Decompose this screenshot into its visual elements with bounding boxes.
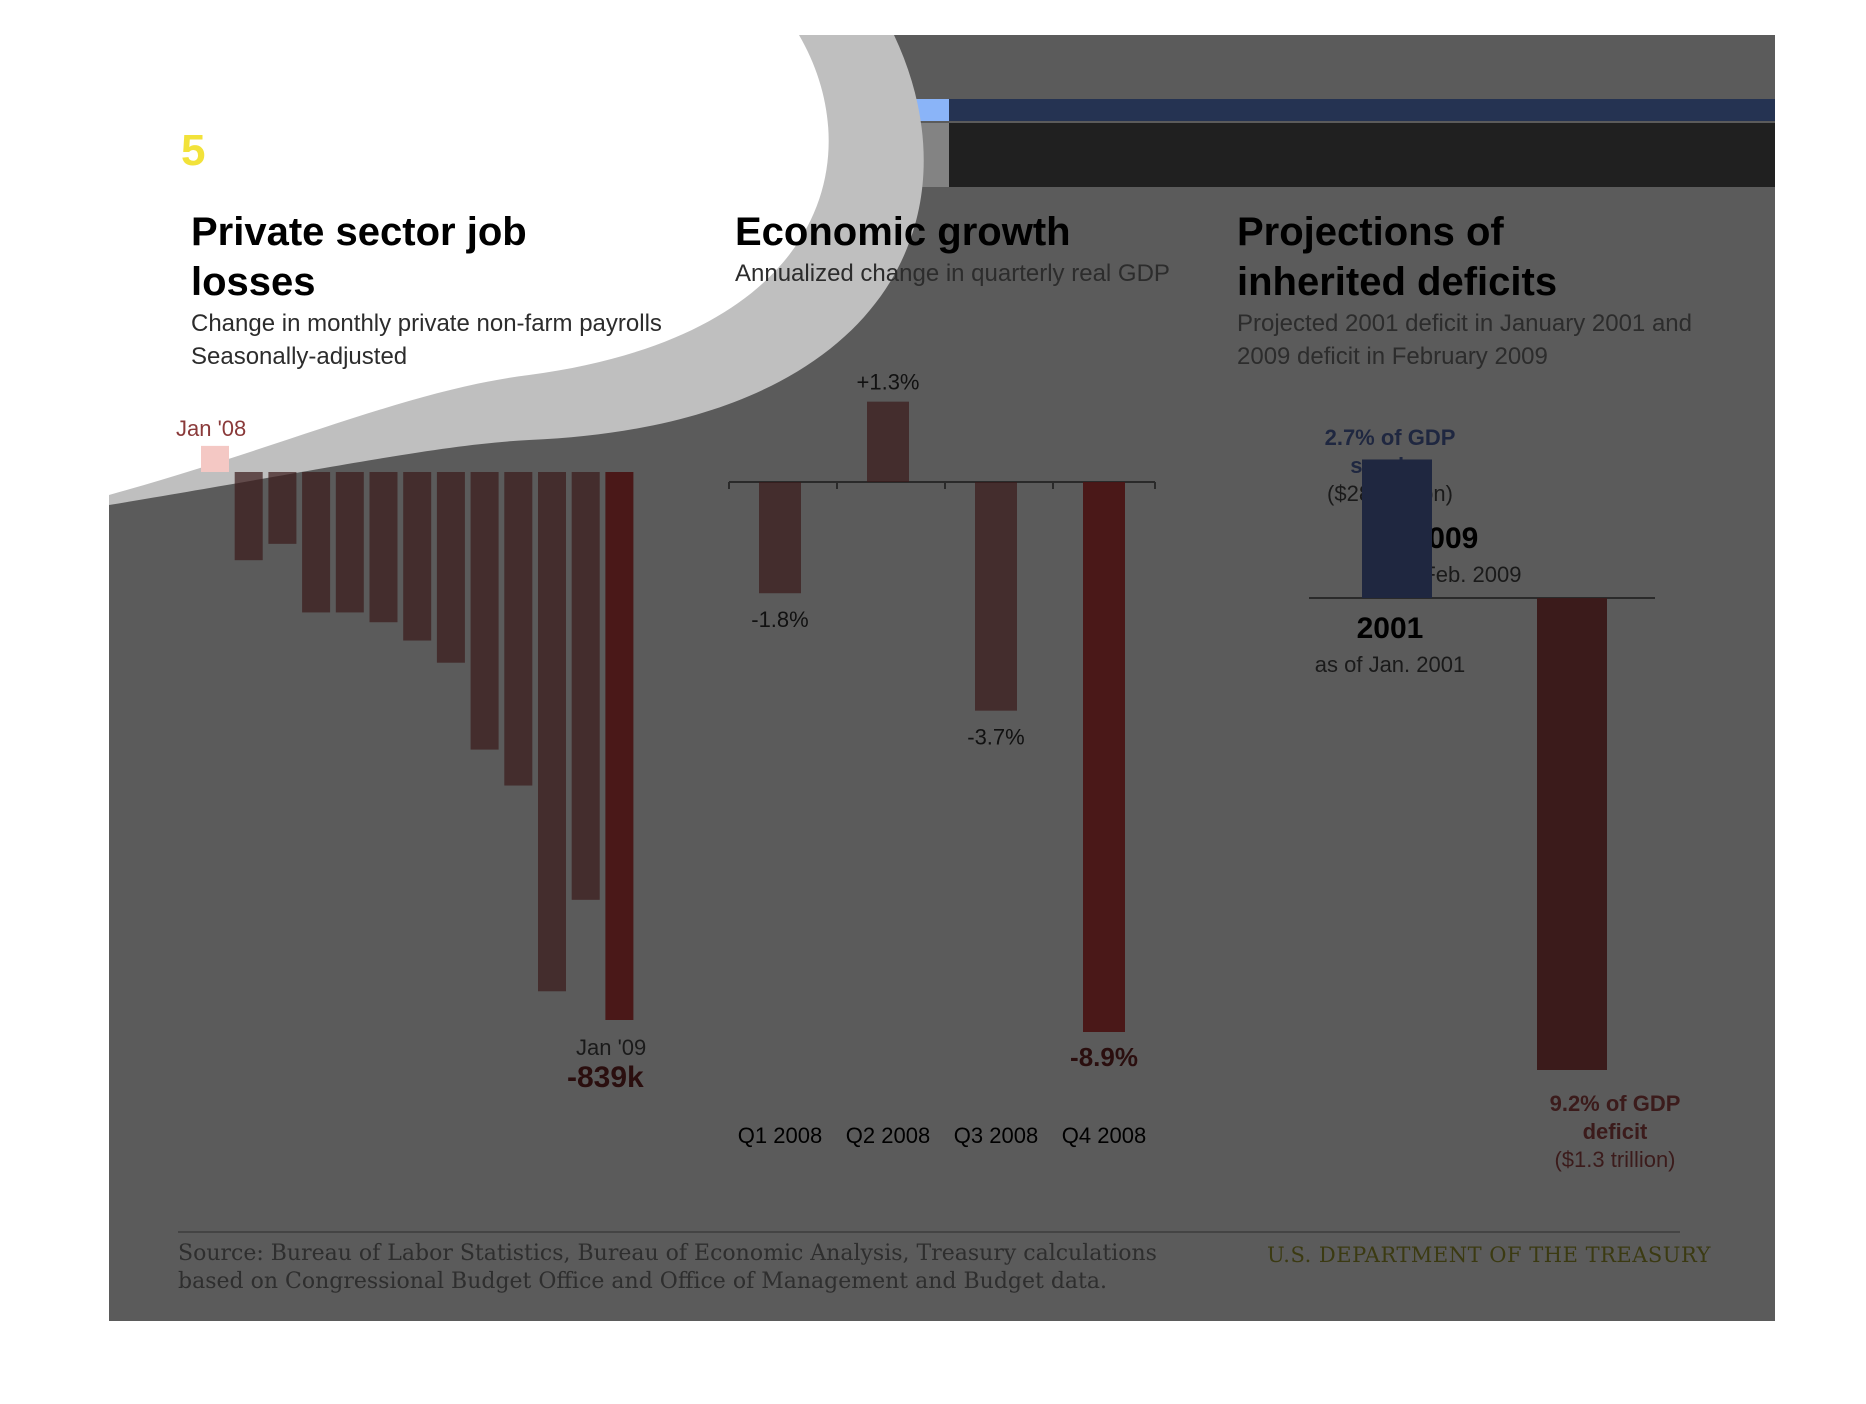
deficits-subtitle-2: 2009 deficit in February 2009 [1237, 343, 1548, 370]
jobs-bar [538, 472, 566, 992]
decorative-swoosh [109, 35, 924, 505]
footer-divider [178, 1231, 1680, 1233]
gdp-category-label: Q1 2008 [738, 1123, 822, 1148]
jobs-bar [504, 472, 533, 786]
gdp-bar [975, 482, 1017, 711]
gdp-bar [759, 482, 801, 594]
jobs-bar [302, 472, 331, 613]
deficits-title-1: Projections of [1237, 210, 1504, 254]
gdp-category-label: Q4 2008 [1062, 1123, 1146, 1148]
jobs-bar [268, 472, 297, 544]
jobs-bar [605, 472, 634, 1020]
jobs-subtitle-2: Seasonally-adjusted [191, 343, 408, 370]
gdp-bar [867, 401, 909, 482]
slide: Crisis Response 5 The Inherited Crisis P… [109, 35, 1775, 1321]
gdp-value-label: +1.3% [857, 370, 920, 395]
gdp-chart: -1.8% Q1 2008 +1.3% Q2 2008 -3.7% Q3 2008 -8.9… [728, 370, 1156, 1148]
deficit-amount: ($1.3 trillion) [1554, 1147, 1676, 1172]
deficits-title-2: inherited deficits [1237, 260, 1558, 304]
jobs-bar [571, 472, 600, 900]
jobs-subtitle-1: Change in monthly private non-farm payro… [191, 310, 662, 337]
jobs-chart [201, 445, 634, 1020]
department-name: U.S. DEPARTMENT OF THE TREASURY [1267, 1243, 1712, 1267]
deficit-label-1: 9.2% of GDP [1549, 1091, 1681, 1116]
slide-title: The Inherited Crisis [219, 125, 667, 176]
source-line-2: based on Congressional Budget Office and… [178, 1269, 1107, 1294]
gdp-category-label: Q2 2008 [846, 1123, 930, 1148]
jobs-bar [403, 472, 432, 641]
slide-number: 5 [181, 126, 206, 175]
gdp-title: Economic growth [735, 210, 1071, 254]
gdp-value-label: -8.9% [1070, 1042, 1138, 1072]
jobs-end-label: Jan '09 [576, 1035, 647, 1060]
page-title: 5 The Inherited Crisis [181, 125, 666, 176]
jobs-bar [369, 472, 398, 623]
jobs-end-value: -839k [567, 1061, 644, 1094]
gdp-value-label: -3.7% [967, 725, 1024, 750]
gdp-subtitle: Annualized change in quarterly real GDP [735, 260, 1170, 287]
jobs-bar [436, 472, 465, 663]
gdp-category-label: Q3 2008 [954, 1123, 1038, 1148]
year-2001-label: 2001 [1356, 612, 1424, 645]
jobs-bar [470, 472, 499, 750]
jobs-title: Private sector job losses [191, 210, 527, 304]
jobs-bar [234, 472, 263, 561]
title-band-dark [949, 123, 1775, 187]
header-band-dark [949, 99, 1775, 121]
source-note: Source: Bureau of Labor Statistics, Bure… [178, 1240, 1178, 1296]
jobs-start-label: Jan '08 [176, 416, 247, 441]
surplus-label-1: 2.7% of GDP [1324, 425, 1456, 450]
deficits-chart [1309, 459, 1655, 1070]
gdp-value-label: -1.8% [751, 607, 808, 632]
jobs-bar [335, 472, 364, 613]
gdp-bar [1083, 482, 1125, 1032]
source-line-1: Source: Bureau of Labor Statistics, Bure… [178, 1241, 1157, 1266]
deficits-subtitle-1: Projected 2001 deficit in January 2001 a… [1237, 310, 1692, 337]
asof-2001-label: as of Jan. 2001 [1314, 652, 1466, 677]
deficit-label-2: deficit [1582, 1119, 1648, 1144]
surplus-bar [1362, 459, 1432, 598]
deficit-bar [1537, 598, 1607, 1070]
section-label: Crisis Response [181, 101, 307, 118]
jobs-bar [201, 445, 229, 472]
